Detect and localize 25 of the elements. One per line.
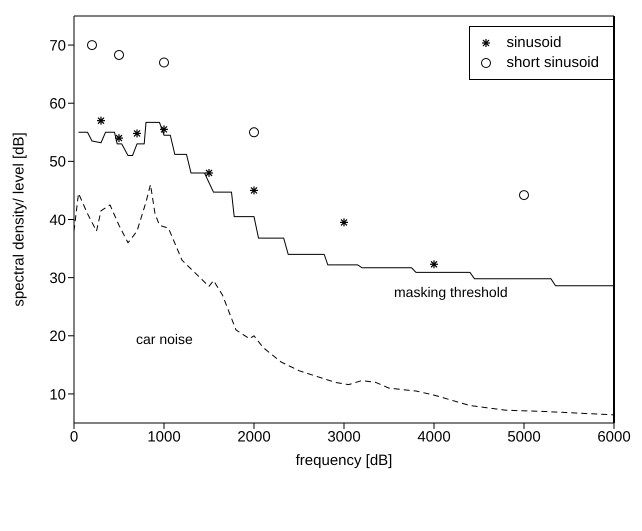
y-tick-label: 50: [49, 154, 66, 171]
y-tick-label: 30: [49, 270, 66, 287]
y-tick-label: 60: [49, 96, 66, 113]
x-axis-title: frequency [dB]: [296, 452, 392, 469]
x-tick-label: 1000: [147, 428, 181, 446]
point: [519, 190, 529, 200]
y-tick-label: 70: [49, 37, 66, 54]
x-tick-label: 2000: [237, 428, 271, 446]
point: [87, 40, 97, 50]
legend-label: short sinusoid: [506, 53, 599, 73]
point: [114, 50, 124, 60]
annotation: car noise: [136, 331, 193, 347]
legend-label: sinusoid: [506, 33, 562, 53]
x-tick-label: 0: [70, 428, 78, 446]
x-tick-label: 6000: [597, 428, 631, 446]
point: [159, 58, 169, 68]
x-tick-label: 3000: [327, 428, 361, 446]
y-axis-title: spectral density/ level [dB]: [10, 132, 28, 307]
x-tick-label: 5000: [507, 428, 541, 446]
y-tick-label: 20: [49, 328, 66, 346]
point: [249, 127, 259, 138]
annotation: masking threshold: [394, 284, 508, 300]
x-tick-label: 4000: [417, 428, 451, 446]
y-tick-label: 40: [49, 212, 66, 229]
y-tick-label: 10: [49, 386, 66, 404]
